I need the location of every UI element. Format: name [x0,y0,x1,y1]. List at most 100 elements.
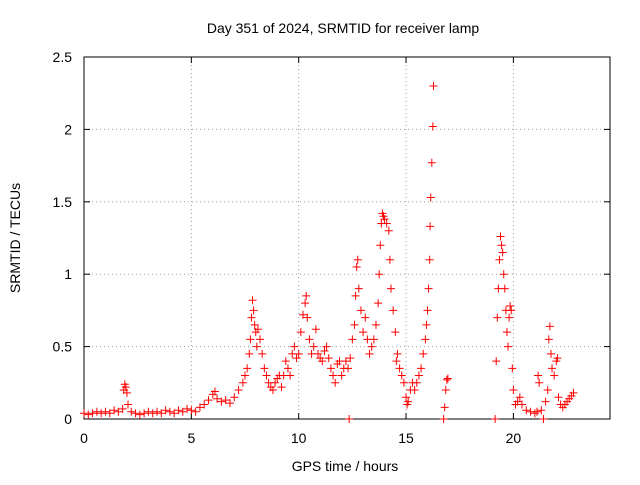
data-point [353,255,362,264]
data-point [354,284,363,293]
data-point [505,313,514,322]
data-point [410,386,419,395]
data-point [256,335,265,344]
data-point [286,371,295,380]
data-point [118,404,127,413]
data-point [492,357,501,366]
data-point [515,393,524,402]
y-tick-label: 1.5 [53,194,73,210]
data-point [245,349,254,358]
data-point [507,306,516,315]
data-point [497,241,506,250]
y-tick-label: 2 [64,121,72,137]
data-point [412,378,421,387]
data-point [402,393,411,402]
y-tick-label: 2.5 [53,49,73,65]
data-point [114,407,123,416]
data-point [440,403,449,412]
data-point [225,399,234,408]
data-point [384,226,393,235]
data-point [174,406,183,415]
data-point [375,270,384,279]
data-point [105,409,114,418]
data-point [359,328,368,337]
data-point [157,409,166,418]
y-tick-label: 0.5 [53,339,73,355]
data-point [337,371,346,380]
data-point [569,388,578,397]
data-point [110,406,119,415]
data-point [318,357,327,366]
data-point [243,364,252,373]
data-point [352,262,361,271]
data-point [246,335,255,344]
data-point [537,406,546,415]
data-point [290,342,299,351]
x-tick-label: 10 [291,430,307,446]
data-point [496,232,505,241]
x-tick-label: 15 [398,430,414,446]
data-point [213,394,222,403]
data-point [195,403,204,412]
data-point [271,378,280,387]
data-point [397,371,406,380]
data-point [442,375,451,384]
data-point [183,404,192,413]
data-point [124,400,133,409]
data-point [423,306,432,315]
data-point [80,409,88,418]
data-point [393,349,402,358]
data-point [241,371,250,380]
data-point [428,122,437,131]
data-point [230,393,239,402]
data-point [140,409,149,418]
data-point [533,407,542,416]
data-point [371,320,380,329]
data-point [248,296,257,305]
data-point [419,349,428,358]
data-point [369,335,378,344]
data-point [268,386,277,395]
data-point [135,410,144,419]
data-point [443,374,452,383]
data-point [356,306,365,315]
data-point [543,386,552,395]
data-point [301,299,310,308]
data-point [367,342,376,351]
data-point [427,158,436,167]
data-point [422,320,431,329]
data-point [303,313,312,322]
data-point [296,328,305,337]
data-point [253,325,262,334]
data-point [92,407,101,416]
data-point [374,299,383,308]
data-point [506,302,515,311]
data-point [502,328,511,337]
data-point [499,270,508,279]
data-point [144,407,153,416]
data-point [539,415,548,423]
data-point [305,335,314,344]
data-point [234,386,243,395]
data-point [322,342,331,351]
x-axis-label: GPS time / hours [292,458,399,474]
data-point [345,415,354,423]
data-point [252,342,261,351]
data-point [97,409,106,418]
data-point [517,400,526,409]
data-point [152,407,161,416]
data-point [382,219,391,228]
data-point [260,364,269,373]
data-point [426,222,435,231]
data-point [262,371,271,380]
data-point [320,346,329,355]
data-point [508,364,517,373]
data-point [292,354,301,363]
data-point [522,406,531,415]
data-point [391,328,400,337]
data-point [204,396,213,405]
data-point [191,407,200,416]
data-point [361,313,370,322]
